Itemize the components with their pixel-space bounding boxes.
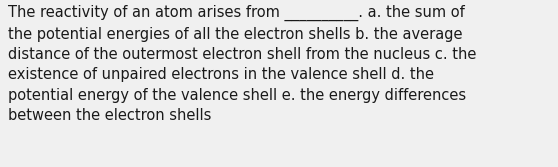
Text: The reactivity of an atom arises from __________. a. the sum of
the potential en: The reactivity of an atom arises from __… (8, 5, 477, 123)
